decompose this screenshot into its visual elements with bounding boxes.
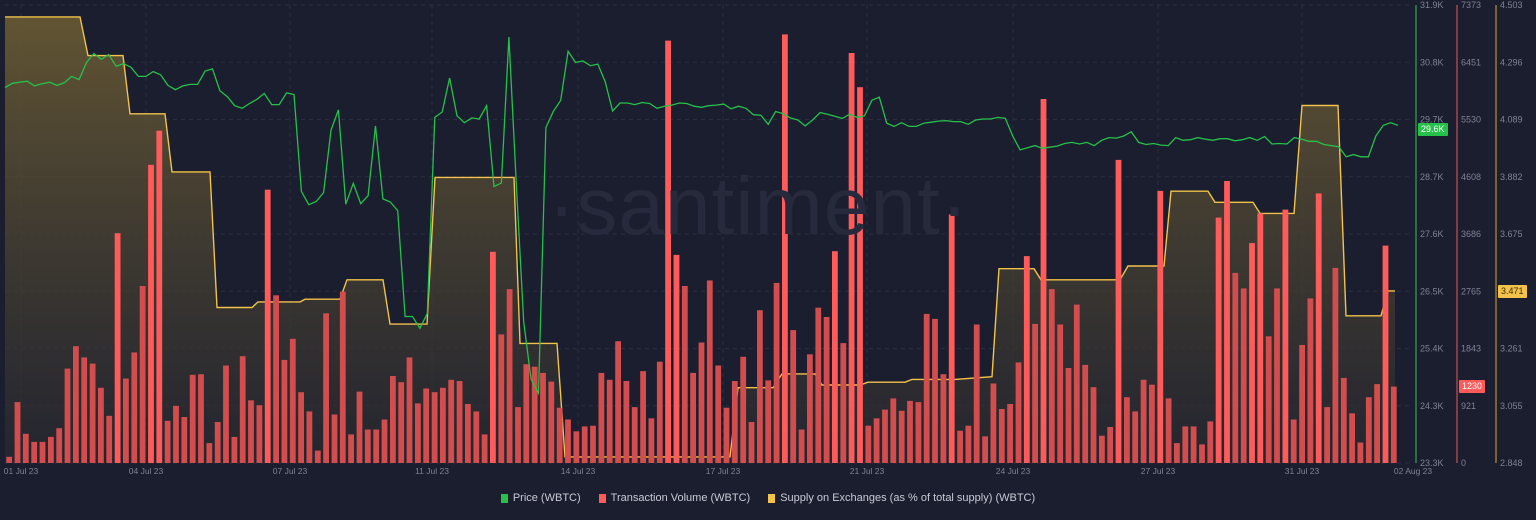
svg-text:27.6K: 27.6K	[1420, 229, 1444, 239]
svg-text:3.882: 3.882	[1500, 172, 1523, 182]
svg-text:26.5K: 26.5K	[1420, 286, 1444, 296]
svg-text:14 Jul 23: 14 Jul 23	[561, 466, 596, 476]
svg-text:6451: 6451	[1461, 57, 1481, 67]
legend-label-price: Price (WBTC)	[512, 492, 581, 504]
svg-text:11 Jul 23: 11 Jul 23	[415, 466, 449, 476]
svg-text:31 Jul 23: 31 Jul 23	[1285, 466, 1320, 476]
svg-text:4608: 4608	[1461, 172, 1481, 182]
price-current-badge: 29.6K	[1418, 123, 1448, 136]
svg-text:4.503: 4.503	[1500, 0, 1523, 10]
chart-canvas[interactable]: 31.9K 30.8K 29.7K 28.7K 27.6K 26.5K 25.4K 24.3K…	[0, 0, 1536, 490]
supply-on-exchanges-area	[5, 16, 1395, 464]
svg-text:3.675: 3.675	[1500, 229, 1523, 239]
legend-item-supply-on-exchanges[interactable]: Supply on Exchanges (as % of total suppl…	[768, 492, 1035, 504]
svg-text:3.055: 3.055	[1500, 401, 1523, 411]
svg-text:3.261: 3.261	[1500, 344, 1523, 354]
svg-text:23.3K: 23.3K	[1420, 458, 1444, 468]
svg-text:4.296: 4.296	[1500, 57, 1523, 67]
svg-text:5530: 5530	[1461, 115, 1481, 125]
svg-text:2.848: 2.848	[1500, 458, 1523, 468]
svg-text:17 Jul 23: 17 Jul 23	[706, 466, 741, 476]
transaction-volume-bars	[6, 34, 1397, 464]
svg-text:7373: 7373	[1461, 0, 1481, 10]
svg-text:29.7K: 29.7K	[1420, 115, 1444, 125]
y-axes: 31.9K 30.8K 29.7K 28.7K 27.6K 26.5K 25.4K 24.3K…	[1415, 0, 1523, 468]
volume-swatch-icon	[598, 493, 606, 503]
price-line	[4, 36, 1399, 396]
svg-text:921: 921	[1461, 401, 1476, 411]
svg-text:02 Aug 23: 02 Aug 23	[1394, 466, 1433, 476]
price-swatch-icon	[500, 493, 508, 503]
legend-item-price[interactable]: Price (WBTC)	[500, 492, 581, 504]
volume-current-badge: 1230	[1459, 380, 1486, 393]
svg-text:2765: 2765	[1461, 286, 1481, 296]
svg-text:21 Jul 23: 21 Jul 23	[850, 466, 885, 476]
svg-text:04 Jul 23: 04 Jul 23	[129, 466, 164, 476]
svg-text:01 Jul 23: 01 Jul 23	[4, 466, 39, 476]
svg-text:4.089: 4.089	[1500, 115, 1523, 125]
svg-text:25.4K: 25.4K	[1420, 344, 1444, 354]
x-axis: 01 Jul 23 04 Jul 23 07 Jul 23 11 Jul 23 14 J…	[4, 466, 1433, 476]
chart-legend: Price (WBTC) Transaction Volume (WBTC) S…	[0, 492, 1536, 504]
svg-text:31.9K: 31.9K	[1420, 0, 1444, 10]
svg-text:07 Jul 23: 07 Jul 23	[273, 466, 308, 476]
svg-text:24 Jul 23: 24 Jul 23	[996, 466, 1031, 476]
svg-text:24.3K: 24.3K	[1420, 401, 1444, 411]
svg-text:28.7K: 28.7K	[1420, 172, 1444, 182]
supply-current-badge: 3.471	[1498, 285, 1527, 298]
supply-swatch-icon	[768, 493, 776, 503]
svg-text:27 Jul 23: 27 Jul 23	[1141, 466, 1176, 476]
svg-text:0: 0	[1461, 458, 1466, 468]
legend-item-transaction-volume[interactable]: Transaction Volume (WBTC)	[598, 492, 751, 504]
legend-label-supply: Supply on Exchanges (as % of total suppl…	[780, 492, 1036, 504]
svg-text:30.8K: 30.8K	[1420, 57, 1444, 67]
svg-text:3686: 3686	[1461, 229, 1481, 239]
legend-label-volume: Transaction Volume (WBTC)	[610, 492, 751, 504]
svg-text:1843: 1843	[1461, 344, 1481, 354]
